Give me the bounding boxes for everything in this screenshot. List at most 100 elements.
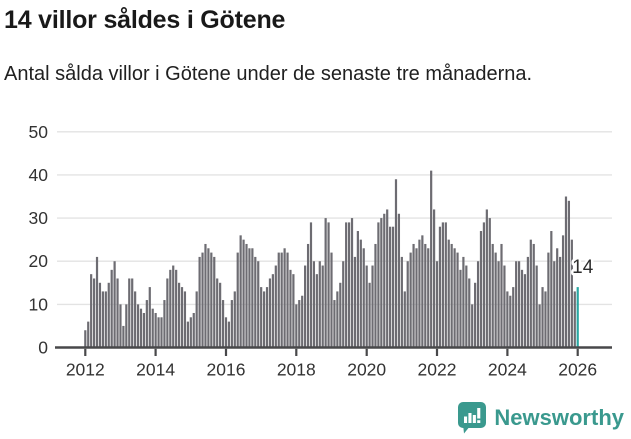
bar xyxy=(347,222,351,348)
bar xyxy=(389,226,392,348)
highlight-value-label: 14 xyxy=(572,257,594,278)
x-tick-label: 2018 xyxy=(277,360,316,380)
bar xyxy=(386,209,389,348)
bar xyxy=(517,261,521,348)
bar xyxy=(180,287,184,348)
bar xyxy=(509,295,512,348)
bar xyxy=(148,287,151,348)
bar xyxy=(221,300,225,348)
bar xyxy=(262,291,266,348)
bar xyxy=(157,317,160,348)
bar xyxy=(450,243,453,348)
bar xyxy=(145,300,148,348)
bar xyxy=(154,312,157,348)
newsworthy-bubble-barchart-icon xyxy=(458,402,487,434)
bar xyxy=(280,252,283,348)
bar xyxy=(98,282,102,348)
bar xyxy=(403,291,406,348)
bar xyxy=(312,261,316,348)
bar xyxy=(465,265,468,348)
y-tick-label: 10 xyxy=(29,294,49,314)
bar xyxy=(295,304,298,348)
bar xyxy=(283,248,286,348)
bar xyxy=(474,282,477,348)
bar xyxy=(122,325,125,348)
brand-name: Newsworthy xyxy=(494,404,624,430)
bar xyxy=(131,278,134,348)
bar xyxy=(125,304,128,348)
bar xyxy=(113,261,116,348)
bar xyxy=(207,248,210,348)
bar xyxy=(526,256,529,348)
bar xyxy=(198,256,201,348)
bar xyxy=(488,218,491,348)
bar xyxy=(430,170,433,348)
bar xyxy=(394,179,398,348)
bar xyxy=(254,256,257,348)
bar xyxy=(476,261,480,348)
bar xyxy=(523,274,527,348)
bar xyxy=(169,269,172,348)
bar xyxy=(110,269,113,348)
bar xyxy=(268,278,272,348)
bar xyxy=(456,252,459,348)
bar xyxy=(544,291,547,348)
bar xyxy=(136,304,140,348)
bar xyxy=(535,265,538,348)
bar xyxy=(380,218,383,348)
bar xyxy=(377,222,380,348)
bar xyxy=(503,265,506,348)
bar xyxy=(139,308,143,348)
bar xyxy=(301,295,304,348)
bar xyxy=(397,213,401,348)
bar xyxy=(553,261,556,348)
bar xyxy=(339,282,342,348)
bar xyxy=(87,321,90,348)
bar xyxy=(271,274,274,348)
bar xyxy=(242,239,245,348)
bar xyxy=(424,243,427,348)
bar xyxy=(462,256,465,348)
bar xyxy=(567,200,571,348)
bar xyxy=(119,304,122,348)
bar xyxy=(201,252,204,348)
bar xyxy=(427,248,430,348)
bar xyxy=(227,321,231,348)
x-tick-label: 2026 xyxy=(558,360,597,380)
x-tick-label: 2022 xyxy=(418,360,457,380)
bar xyxy=(175,269,178,348)
bar xyxy=(444,222,447,348)
bar xyxy=(289,269,292,348)
x-tick-label: 2016 xyxy=(207,360,246,380)
bar xyxy=(362,248,365,348)
bar xyxy=(415,248,418,348)
bar xyxy=(134,291,137,348)
bar xyxy=(550,231,553,348)
bar xyxy=(441,222,444,348)
bar xyxy=(292,274,295,348)
x-tick-label: 2014 xyxy=(136,360,175,380)
bar xyxy=(192,312,195,348)
y-tick-label: 50 xyxy=(29,122,49,142)
bar xyxy=(350,218,354,348)
bar xyxy=(353,256,357,348)
bar xyxy=(438,226,442,348)
bar xyxy=(260,287,263,348)
bar xyxy=(547,252,550,348)
bar xyxy=(471,304,474,348)
bar xyxy=(435,261,439,348)
brand-logo: Newsworthy xyxy=(457,401,624,434)
bar xyxy=(559,256,562,348)
bar xyxy=(163,300,166,348)
chart-subtitle: Antal sålda villor i Götene under de sen… xyxy=(4,63,533,85)
bar xyxy=(556,248,559,348)
bar xyxy=(104,291,107,348)
bar xyxy=(491,243,494,348)
bar xyxy=(116,278,119,348)
bar xyxy=(257,261,260,348)
bar xyxy=(561,235,565,348)
bar xyxy=(183,291,187,348)
bar xyxy=(172,265,175,348)
bar xyxy=(356,231,359,348)
